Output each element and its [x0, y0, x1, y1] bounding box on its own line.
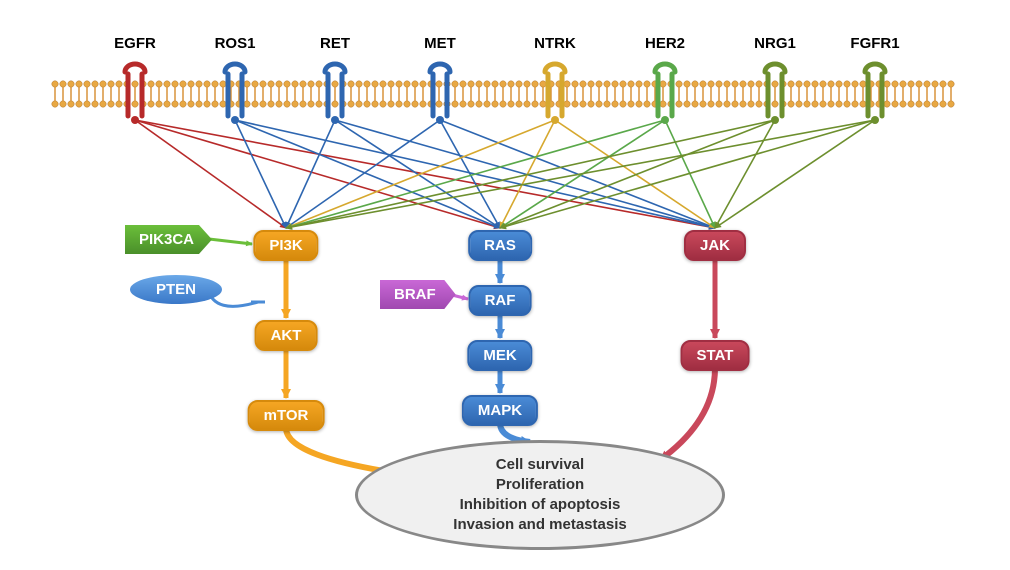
node-jak: JAK	[684, 230, 746, 261]
outcome-line-1: Cell survival	[496, 455, 584, 475]
node-stat: STAT	[681, 340, 750, 371]
node-mtor: mTOR	[248, 400, 325, 431]
receptor-label-ntrk: NTRK	[534, 35, 576, 52]
receptor-label-nrg1: NRG1	[754, 35, 796, 52]
receptor-label-egfr: EGFR	[114, 35, 156, 52]
receptor-label-ret: RET	[320, 35, 350, 52]
node-pten: PTEN	[130, 275, 222, 304]
node-ras: RAS	[468, 230, 532, 261]
receptor-label-fgfr1: FGFR1	[850, 35, 899, 52]
node-pik3ca: PIK3CA	[125, 225, 212, 254]
node-pi3k: PI3K	[253, 230, 318, 261]
outcome-line-4: Invasion and metastasis	[453, 515, 626, 535]
node-raf: RAF	[469, 285, 532, 316]
node-mek: MEK	[467, 340, 532, 371]
node-mapk: MAPK	[462, 395, 538, 426]
receptor-label-met: MET	[424, 35, 456, 52]
outcome-ellipse: Cell survival Proliferation Inhibition o…	[355, 440, 725, 550]
node-akt: AKT	[255, 320, 318, 351]
receptor-label-ros1: ROS1	[215, 35, 256, 52]
receptor-label-her2: HER2	[645, 35, 685, 52]
outcome-line-2: Proliferation	[496, 475, 584, 495]
outcome-line-3: Inhibition of apoptosis	[460, 495, 621, 515]
node-braf: BRAF	[380, 280, 456, 309]
